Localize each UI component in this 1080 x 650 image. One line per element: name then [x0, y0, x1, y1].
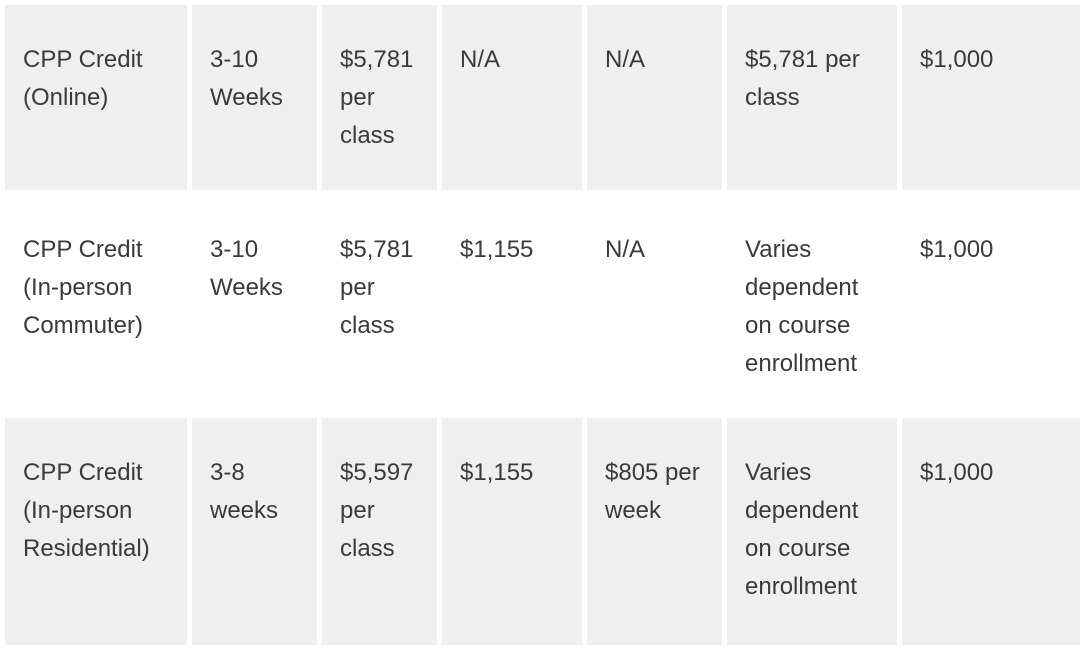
table-cell-program: CPP Credit (Online) [5, 5, 187, 190]
table-cell-deposit: $1,000 [902, 195, 1080, 413]
table-cell-deposit: $1,000 [902, 418, 1080, 645]
table-cell-total-cost: $5,781 per class [727, 5, 897, 190]
table-cell-tuition: $5,781 per class [322, 5, 437, 190]
table-cell-fee-2: N/A [587, 195, 722, 413]
table-cell-fee-2: $805 per week [587, 418, 722, 645]
table-cell-tuition: $5,781 per class [322, 195, 437, 413]
table-row: CPP Credit (In-person Residential) 3-8 w… [5, 418, 1080, 645]
table-cell-program: CPP Credit (In-person Commuter) [5, 195, 187, 413]
table-cell-fee-1: N/A [442, 5, 582, 190]
table-row: CPP Credit (In-person Commuter) 3-10 Wee… [5, 195, 1080, 413]
table-cell-program: CPP Credit (In-person Residential) [5, 418, 187, 645]
table-cell-tuition: $5,597 per class [322, 418, 437, 645]
table-cell-total-cost: Varies dependent on course enrollment [727, 195, 897, 413]
table-cell-total-cost: Varies dependent on course enrollment [727, 418, 897, 645]
table-cell-fee-2: N/A [587, 5, 722, 190]
table-cell-deposit: $1,000 [902, 5, 1080, 190]
table-cell-duration: 3-8 weeks [192, 418, 317, 645]
table-cell-duration: 3-10 Weeks [192, 5, 317, 190]
table-cell-fee-1: $1,155 [442, 418, 582, 645]
table-cell-fee-1: $1,155 [442, 195, 582, 413]
table-cell-duration: 3-10 Weeks [192, 195, 317, 413]
table-row: CPP Credit (Online) 3-10 Weeks $5,781 pe… [5, 5, 1080, 190]
